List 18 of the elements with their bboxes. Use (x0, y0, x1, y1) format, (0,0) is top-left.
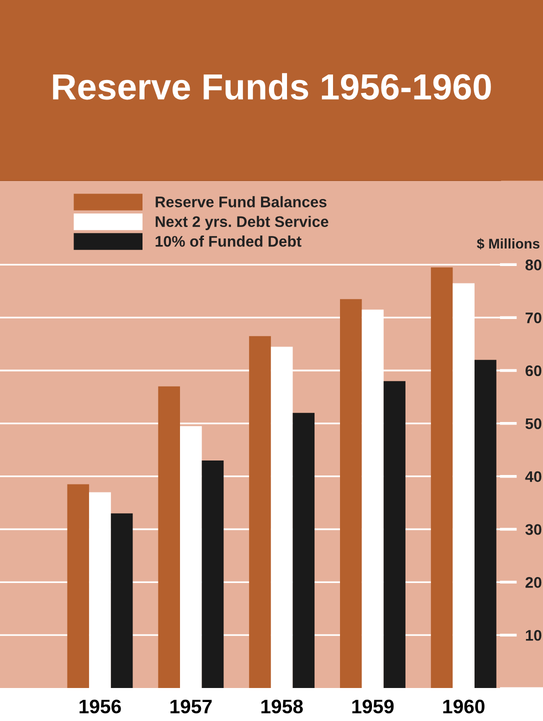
y-tick-label: 40 (525, 471, 542, 482)
x-tick-label: 1958 (261, 700, 303, 714)
y-tick-label: 20 (526, 577, 542, 588)
x-tick-label: 1959 (352, 700, 394, 714)
y-axis-title: $ Millions (476, 238, 540, 250)
y-tick-label: 80 (525, 260, 542, 270)
y-tick-label: 50 (525, 418, 542, 430)
y-tick-label: 60 (526, 365, 542, 376)
legend-label: Reserve Fund Balances (156, 196, 326, 208)
x-tick-label: 1957 (170, 700, 212, 714)
y-tick-label: 70 (526, 312, 542, 324)
chart-title: Reserve Funds 1956-1960 (53, 73, 491, 100)
y-tick-label: 30 (525, 524, 542, 535)
y-tick-label: 10 (526, 630, 542, 641)
x-tick-label: 1960 (443, 700, 484, 714)
legend-label: Next 2 yrs. Debt Service (156, 216, 328, 230)
legend-label: 10% of Funded Debt (156, 236, 302, 247)
x-tick-label: 1956 (80, 700, 121, 714)
